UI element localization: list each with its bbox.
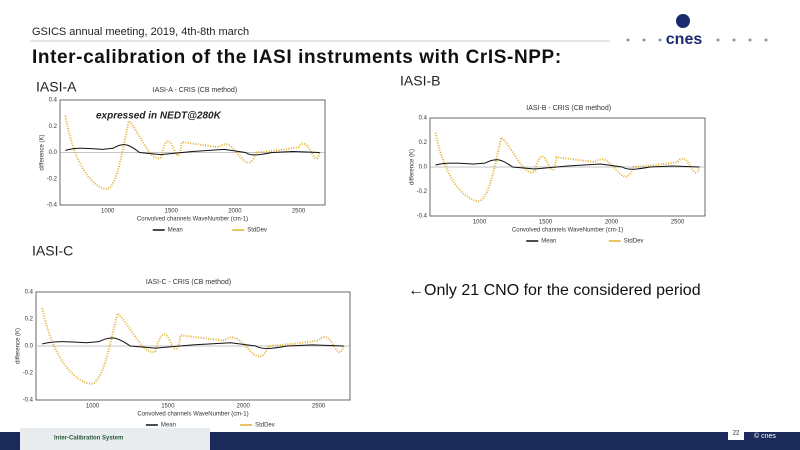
y-tick-label: 0.0 <box>49 150 58 156</box>
remark: ←Only 21 CNO for the considered period <box>408 282 701 299</box>
legend-label: Mean <box>161 423 176 429</box>
panel-label: IASI-B <box>400 73 440 89</box>
x-tick-label: 2000 <box>605 220 619 226</box>
plot-title: IASI-A - CRIS (CB method) <box>153 87 237 94</box>
x-axis-label: Convolved channels WaveNumber (cm-1) <box>137 217 248 223</box>
panel: IASI-A IASI-A - CRIS (CB method) 0.4 0.2 0.0… <box>36 79 326 234</box>
y-axis-label: difference (K) <box>40 135 46 171</box>
legend-label: StdDev <box>624 239 644 245</box>
x-tick-label: 1500 <box>165 209 179 215</box>
footer-system: Inter-Calibration System <box>54 436 123 442</box>
x-axis-label: Convolved channels WaveNumber (cm-1) <box>137 412 248 418</box>
y-tick-label: -0.4 <box>47 203 58 209</box>
x-tick-label: 1000 <box>101 209 115 215</box>
x-tick-label: 1000 <box>473 220 487 226</box>
page-number: 22 <box>733 431 740 437</box>
copyright: © cnes <box>754 432 776 440</box>
y-tick-label: 0.2 <box>25 317 34 323</box>
y-tick-label: -0.2 <box>417 189 428 195</box>
y-tick-label: 0.0 <box>25 344 34 350</box>
x-axis-label: Convolved channels WaveNumber (cm-1) <box>512 228 623 234</box>
y-tick-label: -0.2 <box>23 371 34 377</box>
y-tick-label: 0.2 <box>419 140 428 146</box>
page-box <box>728 426 744 440</box>
x-tick-label: 2500 <box>312 404 326 410</box>
y-tick-label: 0.4 <box>419 116 428 122</box>
y-tick-label: 0.0 <box>419 165 428 171</box>
y-tick-label: -0.2 <box>47 176 58 182</box>
x-tick-label: 2500 <box>671 220 685 226</box>
x-tick-label: 2500 <box>292 209 306 215</box>
panel: IASI-C IASI-C - CRIS (CB method) 0.4 0.2 0.0… <box>16 243 351 429</box>
meeting: GSICS annual meeting, 2019, 4th-8th marc… <box>32 26 249 38</box>
y-tick-label: 0.4 <box>25 290 34 296</box>
y-axis-label: difference (K) <box>16 328 22 364</box>
x-tick-label: 1500 <box>161 404 175 410</box>
y-tick-label: -0.4 <box>417 214 428 220</box>
legend-label: StdDev <box>247 228 267 234</box>
y-axis-label: difference (K) <box>410 149 416 185</box>
plot-title: IASI-B - CRIS (CB method) <box>526 105 611 112</box>
y-tick-label: -0.4 <box>23 398 34 404</box>
panel: IASI-B IASI-B - CRIS (CB method) 0.4 0.2 0.0… <box>400 73 706 245</box>
cnes-logo: cnes <box>626 14 768 48</box>
panel-label: IASI-C <box>32 243 73 259</box>
y-tick-label: 0.2 <box>49 124 58 130</box>
x-tick-label: 2000 <box>228 209 242 215</box>
y-tick-label: 0.4 <box>49 98 58 104</box>
footer-logo-box <box>20 428 210 450</box>
logo-text: cnes <box>666 31 703 48</box>
x-tick-label: 1000 <box>86 404 100 410</box>
title: Inter-calibration of the IASI instrument… <box>32 47 562 68</box>
x-tick-label: 2000 <box>237 404 251 410</box>
plot-title: IASI-C - CRIS (CB method) <box>146 279 231 286</box>
legend-label: Mean <box>168 228 183 234</box>
panel-label: IASI-A <box>36 79 77 95</box>
legend-label: StdDev <box>255 423 275 429</box>
panels: IASI-A IASI-A - CRIS (CB method) 0.4 0.2 0.0… <box>16 73 706 429</box>
x-tick-label: 1500 <box>539 220 553 226</box>
note: expressed in NEDT@280K <box>96 111 222 122</box>
legend-label: Mean <box>541 239 556 245</box>
